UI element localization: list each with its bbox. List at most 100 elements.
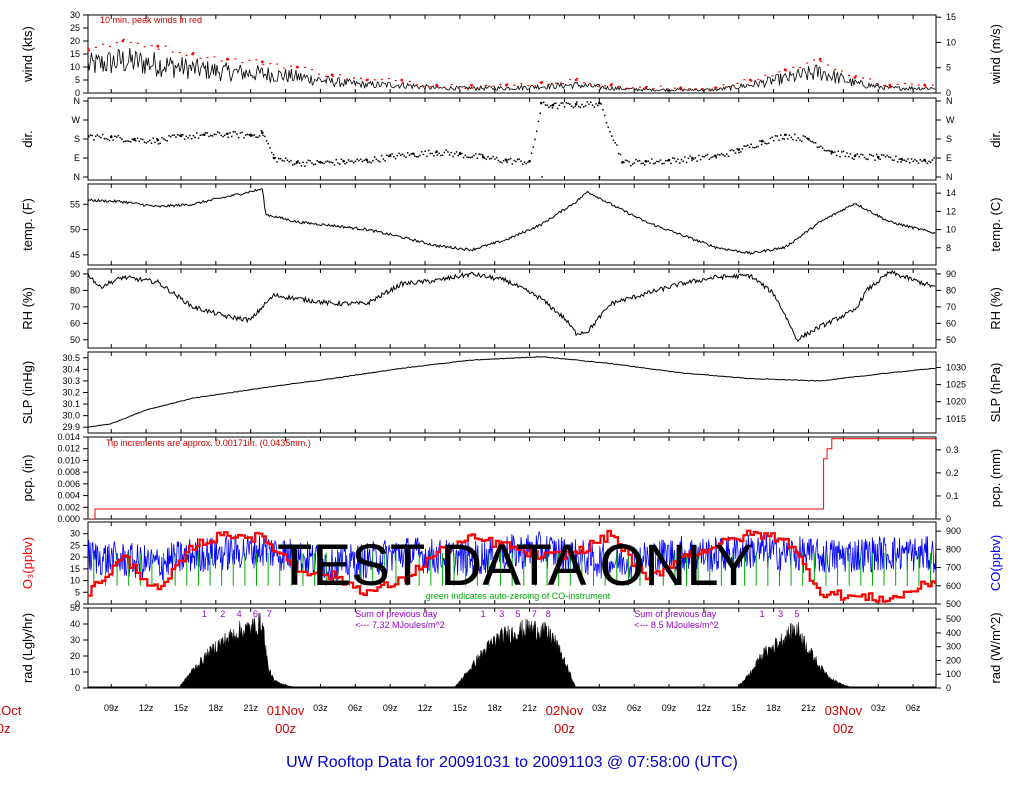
ytick-label: 10: [70, 62, 80, 72]
dir-mark: [300, 165, 303, 167]
dir-mark: [387, 155, 390, 157]
dir-mark: [856, 153, 859, 155]
dir-mark: [400, 154, 402, 156]
peak-wind-point: [888, 83, 892, 87]
dir-mark: [549, 105, 552, 107]
dir-mark: [879, 158, 881, 160]
xtick-label: 09z: [383, 703, 398, 713]
dir-mark: [220, 134, 222, 137]
dir-point: [249, 133, 252, 137]
dir-mark: [712, 156, 714, 158]
dir-mark: [208, 135, 210, 138]
dir-mark: [180, 134, 182, 136]
dir-mark: [258, 135, 261, 137]
ytick-label: 25: [70, 23, 80, 33]
dir-mark: [663, 162, 665, 165]
peak-wind-mark: [311, 68, 314, 71]
ylabel-left: RH (%): [20, 287, 35, 330]
dir-mark: [841, 151, 843, 153]
dir-mark: [551, 107, 554, 109]
dir-mark: [928, 160, 930, 163]
dir-mark: [572, 106, 575, 109]
dir-mark: [161, 136, 163, 139]
peak-wind-mark: [541, 81, 544, 83]
dir-mark: [478, 153, 480, 155]
dir-mark: [342, 160, 345, 163]
dir-mark: [94, 135, 97, 138]
dir-mark: [874, 159, 876, 161]
peak-wind-mark: [366, 79, 369, 81]
peak-wind-mark: [931, 84, 934, 86]
dir-mark: [548, 106, 550, 108]
dir-mark: [194, 136, 196, 139]
dir-mark: [450, 151, 453, 154]
peak-wind-mark: [631, 87, 634, 89]
dir-mark: [732, 150, 735, 152]
dir-mark: [114, 135, 116, 138]
dir-mark: [717, 153, 719, 156]
dir-mark: [101, 133, 104, 136]
ytick-label: 30: [70, 10, 80, 20]
dir-point: [156, 138, 160, 142]
ytick-label: 50: [70, 335, 80, 345]
dir-mark: [600, 103, 602, 105]
dir-mark: [715, 157, 718, 159]
dir-mark: [155, 137, 158, 140]
dir-mark: [325, 161, 327, 163]
dir-mark: [917, 162, 920, 164]
dir-mark: [687, 157, 690, 160]
xtick-label: 03z: [871, 703, 886, 713]
xtick-label: 12z: [418, 703, 433, 713]
dir-mark: [372, 159, 374, 162]
xtick-day-hour: 00z: [275, 721, 296, 736]
dir-mark: [818, 146, 820, 148]
ytick-label: 0: [75, 599, 80, 609]
dir-mark: [244, 134, 247, 136]
peak-wind-mark: [569, 78, 572, 81]
dir-mark: [344, 163, 346, 165]
dir-mark: [569, 103, 571, 105]
ylabel-left: dir.: [20, 130, 35, 147]
plot-area: [88, 612, 936, 688]
dir-mark: [103, 137, 106, 140]
ytick-label: 30.3: [62, 376, 80, 386]
ylabel-left: wind (kts): [20, 26, 35, 83]
dir-mark: [799, 139, 801, 141]
dir-mark: [422, 153, 425, 156]
plot-area: [88, 269, 936, 343]
dir-mark: [806, 137, 808, 139]
dir-mark: [823, 149, 826, 152]
peak-wind-mark: [792, 66, 795, 68]
peak-wind-mark: [485, 84, 488, 87]
dir-mark: [671, 157, 674, 159]
dir-mark: [626, 160, 629, 162]
dir-mark: [617, 152, 620, 155]
peak-wind-point: [191, 52, 194, 56]
dir-mark: [780, 134, 782, 136]
dir-mark: [767, 142, 770, 144]
dir-mark: [408, 154, 411, 156]
xtick-label: 03z: [313, 703, 328, 713]
dir-mark: [309, 160, 311, 162]
dir-mark: [743, 145, 745, 147]
ytick-label-right: 5: [946, 63, 951, 73]
ytick-label: 30: [70, 635, 80, 645]
watermark: TEST DATA ONLY: [277, 533, 753, 598]
plot-area: [88, 38, 936, 92]
panel-frame: [87, 97, 937, 181]
xtick-label: 01Nov: [267, 703, 305, 718]
dir-mark: [916, 160, 918, 162]
dir-mark: [813, 141, 815, 144]
dir-mark: [241, 131, 243, 134]
peak-wind-mark: [276, 63, 279, 65]
ylabel-right: dir.: [988, 130, 1003, 147]
peak-wind-mark: [506, 83, 509, 85]
dir-mark: [278, 157, 280, 160]
dir-mark: [169, 136, 172, 138]
footer-title: UW Rooftop Data for 20091031 to 20091103…: [286, 754, 738, 771]
dir-mark: [612, 139, 615, 141]
dir-point: [574, 102, 578, 106]
dir-mark: [419, 154, 421, 157]
peak-wind-mark: [269, 63, 272, 65]
peak-wind-point: [260, 60, 264, 64]
